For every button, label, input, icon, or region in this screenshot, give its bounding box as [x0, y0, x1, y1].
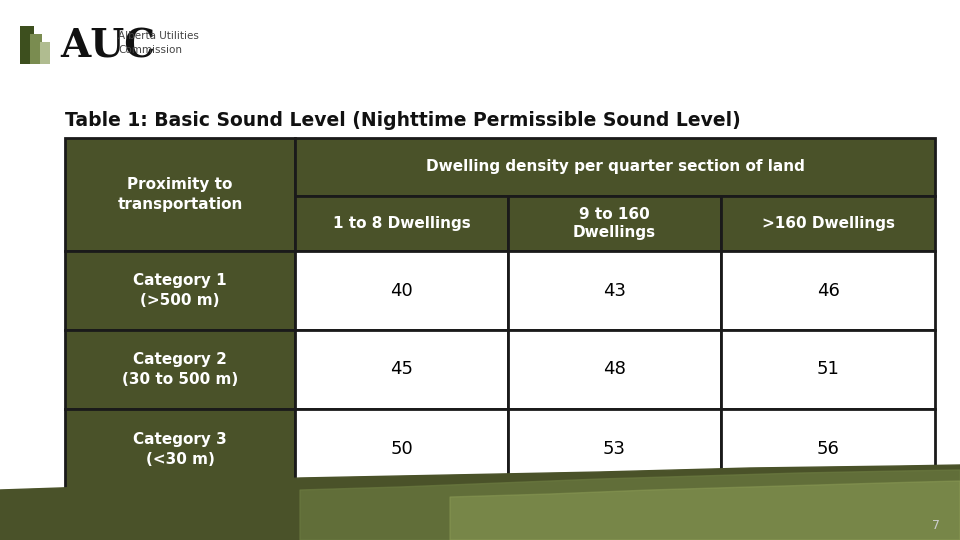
- Text: 51: 51: [817, 361, 839, 379]
- Bar: [65, 138, 935, 490]
- Text: 45: 45: [390, 361, 413, 379]
- Text: 1 to 8 Dwellings: 1 to 8 Dwellings: [332, 216, 470, 231]
- Text: 40: 40: [390, 281, 413, 300]
- Text: 50: 50: [390, 441, 413, 458]
- Text: AUC: AUC: [60, 28, 156, 66]
- Bar: [721, 196, 935, 251]
- Text: 48: 48: [603, 361, 626, 379]
- Bar: [65, 138, 295, 251]
- Bar: [508, 330, 721, 409]
- Bar: [295, 138, 935, 196]
- Bar: [508, 251, 721, 330]
- Text: Commission: Commission: [118, 45, 182, 55]
- Text: >160 Dwellings: >160 Dwellings: [761, 216, 895, 231]
- Bar: [30, 34, 42, 64]
- Bar: [721, 409, 935, 490]
- Bar: [65, 409, 295, 490]
- Text: 56: 56: [817, 441, 839, 458]
- Text: Alberta Utilities: Alberta Utilities: [118, 31, 199, 41]
- Bar: [721, 251, 935, 330]
- Text: Category 3
(<30 m): Category 3 (<30 m): [133, 433, 227, 467]
- Bar: [295, 330, 508, 409]
- Polygon shape: [0, 465, 960, 540]
- Polygon shape: [450, 481, 960, 540]
- Text: 53: 53: [603, 441, 626, 458]
- Bar: [65, 251, 295, 330]
- Polygon shape: [300, 470, 960, 540]
- Bar: [20, 26, 34, 64]
- Bar: [508, 196, 721, 251]
- Text: 46: 46: [817, 281, 839, 300]
- Text: Proximity to
transportation: Proximity to transportation: [117, 177, 243, 212]
- Bar: [295, 409, 508, 490]
- Bar: [295, 251, 508, 330]
- Bar: [508, 409, 721, 490]
- Bar: [40, 42, 50, 64]
- Text: Dwelling density per quarter section of land: Dwelling density per quarter section of …: [425, 159, 804, 174]
- Text: 9 to 160
Dwellings: 9 to 160 Dwellings: [573, 207, 656, 240]
- Text: Category 1
(>500 m): Category 1 (>500 m): [133, 273, 227, 308]
- Text: 7: 7: [932, 519, 940, 532]
- Bar: [295, 196, 508, 251]
- Text: Category 2
(30 to 500 m): Category 2 (30 to 500 m): [122, 353, 238, 387]
- Bar: [721, 330, 935, 409]
- Text: Table 1: Basic Sound Level (Nighttime Permissible Sound Level): Table 1: Basic Sound Level (Nighttime Pe…: [65, 111, 741, 130]
- Bar: [65, 330, 295, 409]
- Text: 43: 43: [603, 281, 626, 300]
